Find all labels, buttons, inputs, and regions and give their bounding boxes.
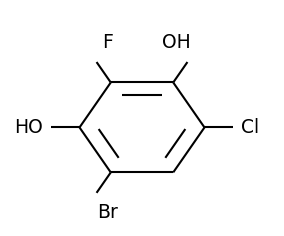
Text: F: F <box>103 33 113 52</box>
Text: Br: Br <box>97 203 118 222</box>
Text: OH: OH <box>162 33 191 52</box>
Text: HO: HO <box>14 118 43 137</box>
Text: Cl: Cl <box>241 118 260 137</box>
